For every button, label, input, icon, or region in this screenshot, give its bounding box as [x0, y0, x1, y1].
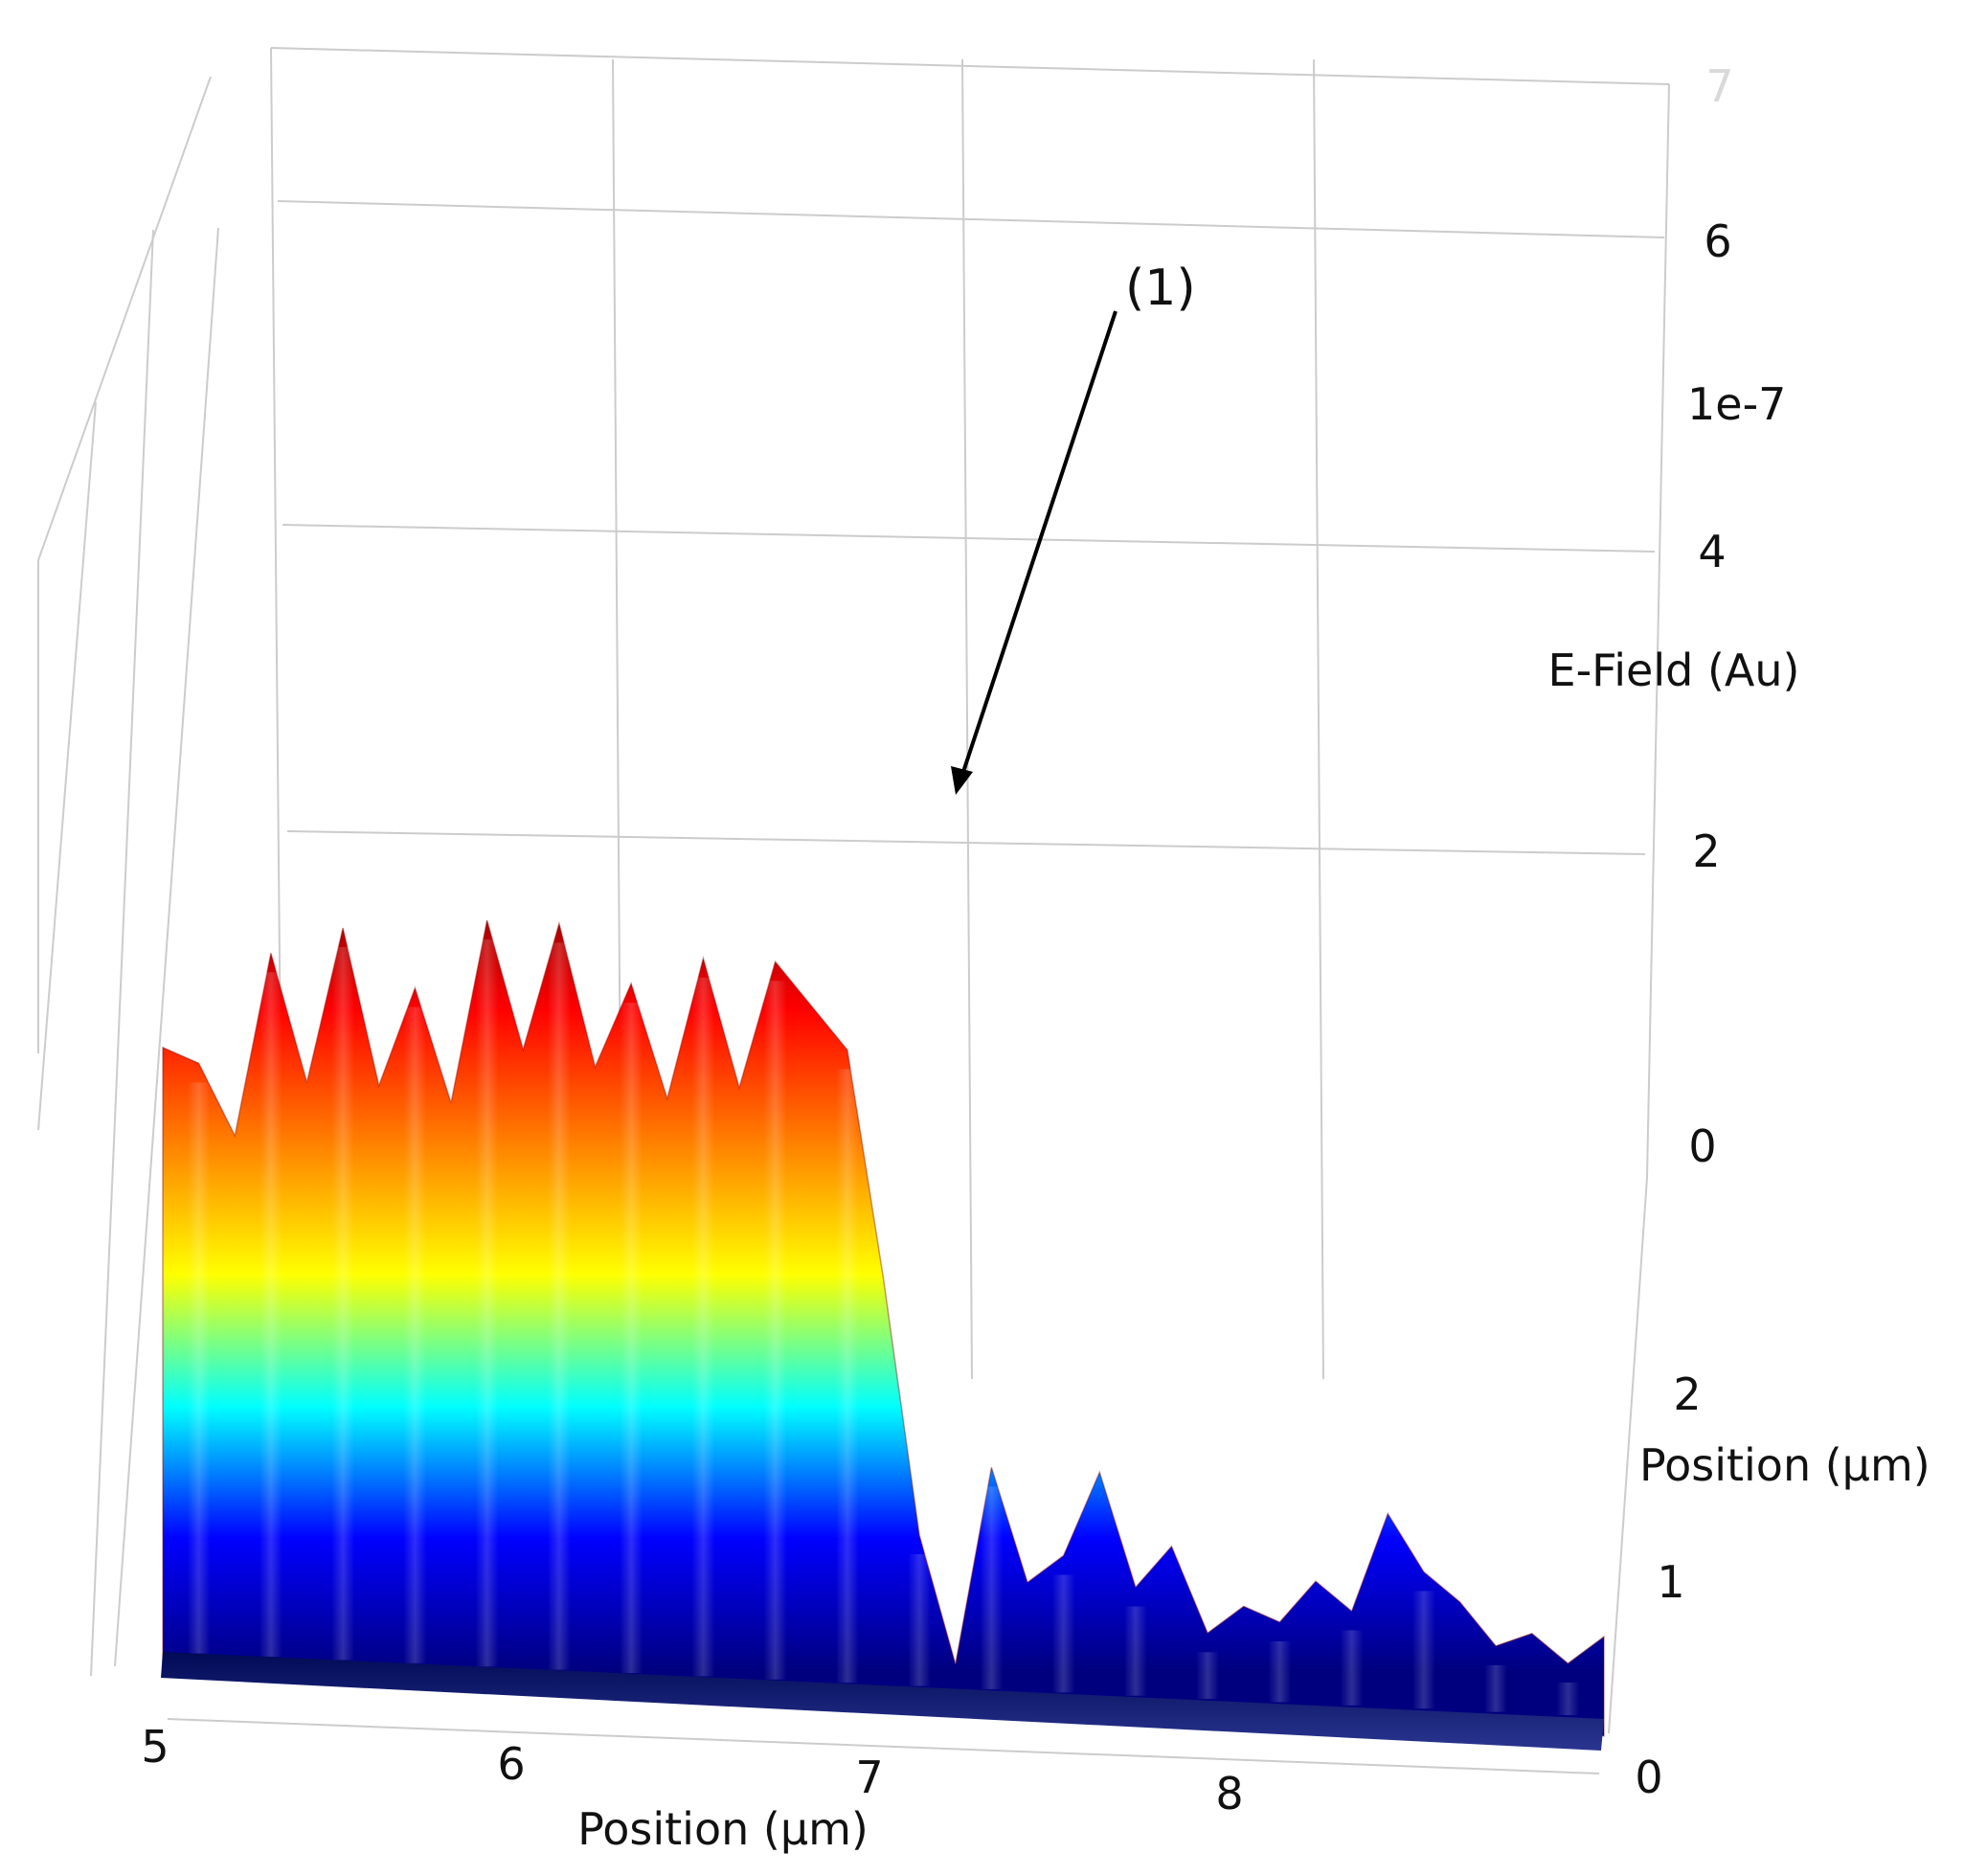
grid-lines — [37, 47, 1670, 1774]
surface-ridge-highlight — [331, 947, 355, 1661]
y-tick-label: 0 — [1635, 1752, 1662, 1803]
x-tick-label: 8 — [1215, 1768, 1243, 1819]
surface-ridge-highlight — [980, 1486, 1004, 1689]
surface-ridge-highlight — [475, 939, 499, 1667]
z-axis-label: E-Field (Au) — [1548, 644, 1800, 696]
surface-ridge-highlight — [1411, 1591, 1435, 1709]
surface-ridge-highlight — [1123, 1606, 1147, 1696]
surface-ridge-highlight — [1051, 1574, 1075, 1693]
annotation-arrow — [959, 310, 1117, 781]
surface-ridge-highlight — [620, 1003, 643, 1674]
surface-ridge-highlight — [763, 981, 787, 1680]
surface-ridge-highlight — [403, 1006, 427, 1663]
surface-ridge-highlight — [1268, 1640, 1292, 1703]
z-tick-label: 4 — [1698, 526, 1726, 577]
surface-ridge-highlight — [1484, 1664, 1508, 1712]
x-tick-label: 6 — [497, 1738, 525, 1790]
z-tick-label: 2 — [1692, 825, 1720, 877]
surface-ridge-highlight — [908, 1553, 932, 1686]
z-tick-label: 6 — [1704, 215, 1731, 267]
x-axis-label: Position (µm) — [577, 1803, 869, 1855]
surface-ridge-highlight — [691, 977, 715, 1677]
surface-ridge-highlight — [835, 1069, 859, 1684]
z-tick-label: 7 — [1705, 60, 1733, 112]
tick-labels: 0 2 4 6 7 5 6 7 8 0 1 2 — [141, 60, 1733, 1819]
annotation-arrowhead — [951, 766, 973, 795]
surface-front-face — [162, 919, 1605, 1737]
x-tick-label: 5 — [141, 1721, 169, 1773]
annotation-label: (1) — [1125, 260, 1196, 317]
y-tick-label: 2 — [1673, 1368, 1701, 1420]
surface-ridge-highlight — [1340, 1630, 1364, 1706]
surface-ridge-highlight — [1556, 1683, 1580, 1716]
surface-floor — [161, 1652, 1604, 1751]
x-tick-label: 7 — [855, 1752, 883, 1803]
surface-ridge-highlight — [1196, 1652, 1220, 1700]
surface-ridge-highlight — [187, 1082, 211, 1654]
y-tick-label: 1 — [1657, 1556, 1684, 1608]
e-field-surface — [161, 919, 1605, 1751]
z-tick-label: 0 — [1688, 1120, 1716, 1172]
surface-ridge-highlight — [547, 942, 571, 1670]
y-axis-label: Position (µm) — [1639, 1439, 1930, 1491]
surface-ridge-highlight — [259, 972, 282, 1658]
z-axis-multiplier: 1e-7 — [1687, 378, 1786, 430]
